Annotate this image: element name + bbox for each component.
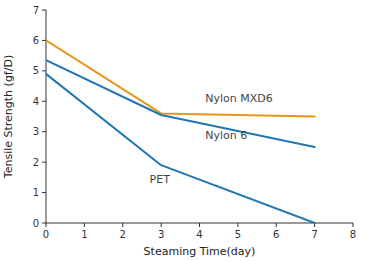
x-tick (46, 223, 47, 227)
y-tick (42, 162, 46, 163)
y-tick (42, 10, 46, 11)
y-tick-label: 0 (33, 218, 39, 229)
y-tick-label: 4 (33, 96, 39, 107)
x-tick-label: 4 (196, 229, 202, 240)
annotation: Nylon 6 (205, 129, 247, 142)
y-axis (46, 10, 47, 223)
x-tick-label: 6 (273, 229, 279, 240)
y-tick (42, 101, 46, 102)
x-tick (276, 223, 277, 227)
y-tick (42, 131, 46, 132)
x-tick (353, 223, 354, 227)
y-tick-label: 6 (33, 35, 39, 46)
y-tick-label: 2 (33, 157, 39, 168)
x-axis-label: Steaming Time(day) (144, 245, 256, 258)
x-tick-label: 7 (311, 229, 317, 240)
y-tick-label: 3 (33, 126, 39, 137)
series-line (46, 60, 315, 147)
annotation: Nylon MXD6 (205, 92, 273, 105)
x-tick-label: 3 (158, 229, 164, 240)
annotation: PET (150, 173, 171, 186)
chart: 0 1 2 3 4 5 6 7 8 0 1 2 3 4 5 6 7 Steaming Time(day) Tensi… (0, 0, 367, 261)
x-tick (122, 223, 123, 227)
y-tick-label: 7 (33, 5, 39, 16)
x-tick (314, 223, 315, 227)
x-tick (84, 223, 85, 227)
y-tick (42, 70, 46, 71)
x-tick-label: 2 (120, 229, 126, 240)
y-tick (42, 192, 46, 193)
series-line (46, 74, 315, 223)
y-axis-label: Tensile Strength (gf/D) (2, 55, 15, 179)
x-tick-label: 1 (81, 229, 87, 240)
x-tick-label: 8 (350, 229, 356, 240)
x-tick-label: 5 (235, 229, 241, 240)
y-tick-label: 5 (33, 65, 39, 76)
x-tick (237, 223, 238, 227)
x-tick (199, 223, 200, 227)
x-tick-label: 0 (43, 229, 49, 240)
plot-area (46, 40, 315, 223)
y-tick-label: 1 (33, 187, 39, 198)
x-tick (161, 223, 162, 227)
y-tick (42, 223, 46, 224)
y-tick (42, 40, 46, 41)
